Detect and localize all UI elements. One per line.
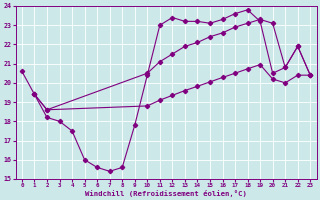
X-axis label: Windchill (Refroidissement éolien,°C): Windchill (Refroidissement éolien,°C) <box>85 190 247 197</box>
